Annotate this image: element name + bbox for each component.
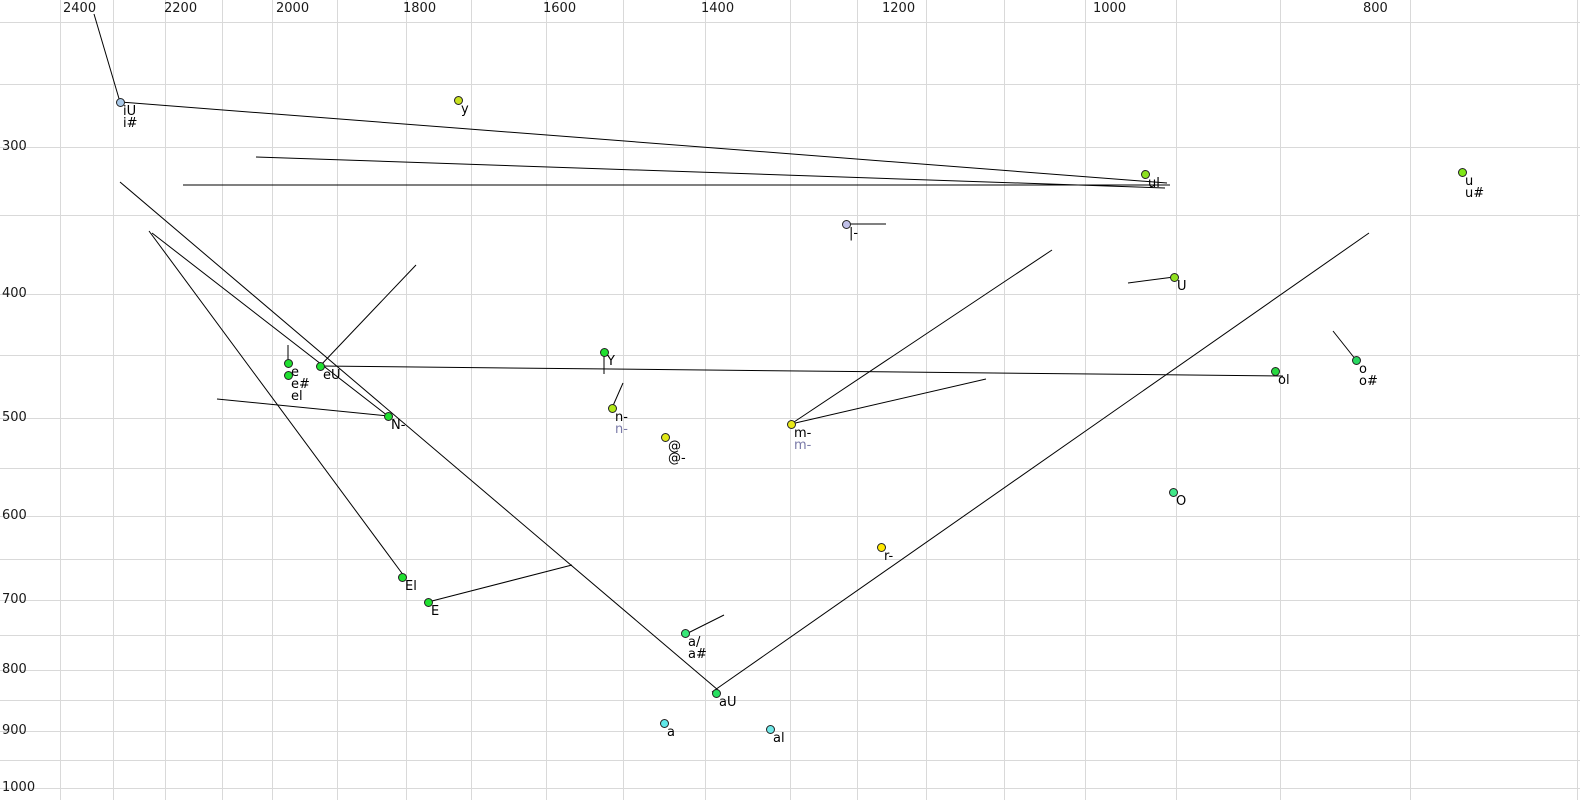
connector-line xyxy=(1127,276,1175,284)
connector-line-layer xyxy=(93,13,1370,693)
y-tick-label: 600 xyxy=(2,508,27,523)
data-point-label: O xyxy=(1176,494,1187,509)
y-tick-label: 500 xyxy=(2,410,27,425)
data-point-label: Y xyxy=(607,354,615,369)
data-point-marker[interactable] xyxy=(284,359,293,368)
connector-line xyxy=(790,249,1053,425)
y-tick-label: 800 xyxy=(2,662,27,677)
data-point-label: iU xyxy=(123,104,137,119)
data-point-label: r- xyxy=(884,549,894,564)
data-point-label: a/ xyxy=(688,635,701,650)
connector-line xyxy=(148,230,405,577)
data-point-label-secondary: i# xyxy=(123,116,138,131)
x-tick-label: 1200 xyxy=(882,1,916,16)
connector-line xyxy=(427,564,573,603)
connector-line xyxy=(151,232,389,417)
data-point-marker[interactable] xyxy=(1352,356,1361,365)
data-point-marker[interactable] xyxy=(1169,488,1178,497)
x-tick-label: 1000 xyxy=(1093,1,1127,16)
data-point-marker[interactable] xyxy=(661,433,670,442)
data-point-label: @ xyxy=(668,439,681,454)
data-point-marker[interactable] xyxy=(660,719,669,728)
data-point-marker[interactable] xyxy=(116,98,125,107)
x-tick-label: 1600 xyxy=(543,1,577,16)
data-point-marker[interactable] xyxy=(316,362,325,371)
data-point-label: o xyxy=(1359,362,1367,377)
connector-line xyxy=(93,13,121,103)
data-point-label-secondary: u# xyxy=(1465,186,1485,201)
data-point-label: N- xyxy=(391,418,406,433)
x-tick-label: 2400 xyxy=(63,1,97,16)
data-point-label: U xyxy=(1177,279,1187,294)
data-point-label: e xyxy=(291,365,299,380)
data-point-label: E xyxy=(431,604,440,619)
data-point-marker[interactable] xyxy=(284,371,293,380)
data-point-marker[interactable] xyxy=(712,689,721,698)
data-point-marker[interactable] xyxy=(600,348,609,357)
data-point-label: m- xyxy=(794,426,812,441)
data-point-label-secondary: m- xyxy=(794,438,812,453)
connector-line xyxy=(711,232,1370,693)
data-point-marker[interactable] xyxy=(1170,273,1179,282)
data-point-label: eU xyxy=(323,368,341,383)
data-point-marker[interactable] xyxy=(842,220,851,229)
connector-line xyxy=(119,101,1168,184)
data-point-label-secondary: el xyxy=(291,389,303,404)
connector-line xyxy=(319,264,417,367)
data-point-marker[interactable] xyxy=(787,420,796,429)
data-point-label: aU xyxy=(719,695,737,710)
data-point-marker[interactable] xyxy=(454,96,463,105)
data-point-marker[interactable] xyxy=(1271,367,1280,376)
data-point-label: El xyxy=(405,579,417,594)
connector-line xyxy=(1332,330,1357,361)
data-point-label: a xyxy=(667,725,675,740)
data-point-label: e# xyxy=(291,377,310,392)
connector-line xyxy=(216,398,389,417)
data-point-label: u xyxy=(1465,174,1474,189)
data-point-label: al xyxy=(773,731,785,746)
y-tick-label: 400 xyxy=(2,286,27,301)
connector-line xyxy=(255,156,1166,189)
connector-line xyxy=(790,378,987,425)
data-point-marker[interactable] xyxy=(398,573,407,582)
data-point-marker[interactable] xyxy=(766,725,775,734)
x-tick-label: 1800 xyxy=(403,1,437,16)
data-point-marker[interactable] xyxy=(1141,170,1150,179)
x-tick-label: 800 xyxy=(1363,1,1388,16)
y-tick-label: 300 xyxy=(2,139,27,154)
data-point-label: |- xyxy=(849,226,859,241)
data-point-label: y xyxy=(461,102,469,117)
data-point-marker[interactable] xyxy=(384,412,393,421)
connector-line xyxy=(119,181,719,691)
connector-line xyxy=(687,614,725,634)
data-point-label-secondary: @- xyxy=(668,451,686,466)
y-tick-label: 1000 xyxy=(2,780,36,795)
data-point-marker[interactable] xyxy=(1458,168,1467,177)
connector-line xyxy=(611,382,624,409)
y-tick-label: 700 xyxy=(2,592,27,607)
x-tick-label: 2200 xyxy=(164,1,198,16)
data-point-label: n- xyxy=(615,410,628,425)
data-point-label-secondary: n- xyxy=(615,422,628,437)
data-point-marker[interactable] xyxy=(877,543,886,552)
data-point-marker[interactable] xyxy=(681,629,690,638)
data-point-marker[interactable] xyxy=(608,404,617,413)
x-tick-label: 1400 xyxy=(701,1,735,16)
data-point-label: ul xyxy=(1148,176,1160,191)
data-point-label-secondary: a# xyxy=(688,647,707,662)
x-tick-label: 2000 xyxy=(276,1,310,16)
data-point-label-secondary: o# xyxy=(1359,374,1378,389)
data-point-label: ol xyxy=(1278,373,1290,388)
data-point-marker[interactable] xyxy=(424,598,433,607)
y-tick-label: 900 xyxy=(2,723,27,738)
connector-line xyxy=(319,365,1284,377)
